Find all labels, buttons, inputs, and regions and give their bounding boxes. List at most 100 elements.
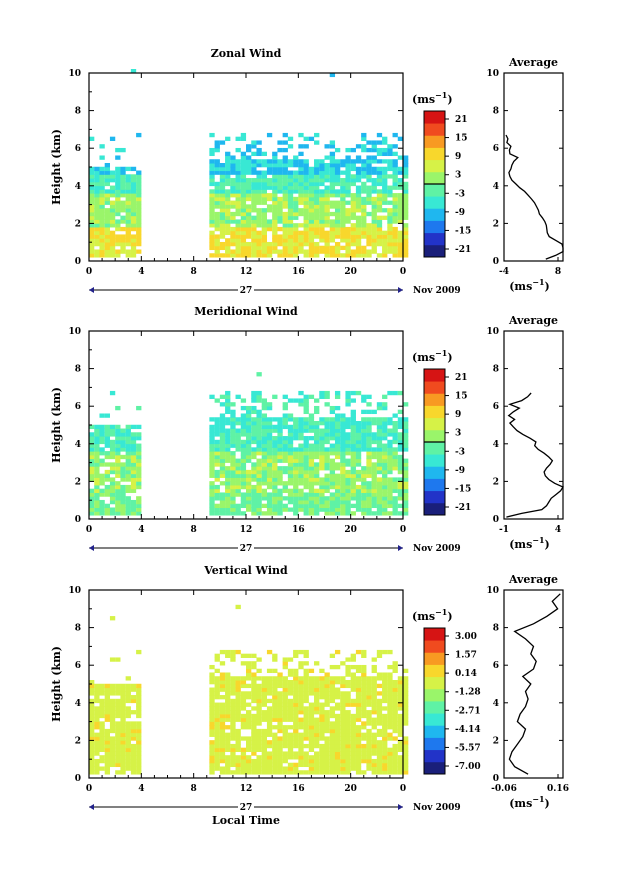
heatmap-cell [340, 743, 346, 749]
heatmap-cell [366, 695, 372, 700]
heatmap-cell [246, 488, 252, 493]
heatmap-cell [397, 219, 404, 224]
heatmap-cell [99, 428, 105, 433]
heatmap-cell [277, 758, 283, 764]
heatmap-cell [392, 484, 398, 490]
heatmap-cell [314, 473, 320, 478]
heatmap-cell [261, 762, 267, 768]
heatmap-cell [282, 215, 288, 220]
heatmap-cell [314, 241, 320, 247]
heatmap-cell [392, 766, 398, 771]
heatmap-cell [340, 766, 346, 771]
heatmap-cell [324, 728, 330, 734]
heatmap-cell [240, 770, 247, 775]
y-axis-label: Height (km) [50, 129, 63, 205]
heatmap-cell [109, 189, 116, 194]
heatmap-cell [329, 691, 336, 696]
heatmap-cell [366, 211, 372, 217]
heatmap-cell [225, 398, 231, 403]
colorbar-step [424, 628, 445, 641]
heatmap-cell [387, 698, 393, 704]
heatmap-cell [355, 451, 362, 456]
heatmap-cell [225, 755, 231, 760]
heatmap-cell [251, 469, 257, 475]
profile-x-tick-label: 0.16 [547, 784, 569, 794]
heatmap-cell [298, 488, 304, 493]
heatmap-cell [298, 223, 304, 228]
profile-y-tick-label: 2 [493, 219, 499, 229]
heatmap-cell [225, 166, 231, 172]
heatmap-cell [361, 469, 367, 475]
heatmap-cell [350, 436, 356, 441]
heatmap-cell [94, 454, 100, 460]
heatmap-cell [355, 155, 362, 160]
heatmap-cell [99, 683, 105, 689]
heatmap-cell [240, 428, 247, 433]
heatmap-cell [403, 507, 409, 512]
heatmap-cell [99, 166, 105, 172]
heatmap-cell [308, 211, 315, 217]
heatmap-cell [219, 421, 226, 426]
heatmap-cell [261, 223, 267, 228]
heatmap-cell [403, 439, 409, 445]
heatmap-cell [403, 443, 409, 448]
heatmap-cell [287, 443, 294, 448]
heatmap-cell [392, 204, 398, 209]
heatmap-cell [99, 477, 105, 482]
heatmap-cell [345, 443, 351, 448]
heatmap-cell [324, 215, 330, 220]
heatmap-cell [303, 136, 309, 141]
heatmap-cell [235, 740, 241, 745]
heatmap-cell [209, 436, 215, 441]
heatmap-cell [277, 208, 283, 213]
heatmap-cell [225, 241, 231, 247]
heatmap-cell [387, 717, 393, 722]
heatmap-cell [293, 432, 299, 437]
heatmap-cell [303, 219, 309, 224]
heatmap-cell [89, 492, 95, 497]
heatmap-cell [225, 159, 231, 164]
heatmap-cell [376, 488, 383, 493]
heatmap-cell [287, 211, 294, 217]
heatmap-cell [287, 477, 294, 482]
heatmap-cell [235, 466, 241, 471]
heatmap-cell [350, 454, 356, 460]
heatmap-cell [256, 390, 262, 396]
heatmap-cell [109, 208, 116, 213]
heatmap-cell [109, 616, 116, 621]
heatmap-cell [314, 454, 320, 460]
heatmap-cell [340, 503, 346, 509]
heatmap-cell [376, 151, 383, 157]
heatmap-cell [109, 477, 116, 482]
heatmap-cell [366, 680, 372, 685]
heatmap-cell [329, 234, 336, 239]
heatmap-cell [130, 695, 137, 700]
heatmap-cell [136, 196, 142, 202]
heatmap-cell [345, 672, 351, 677]
heatmap-cell [125, 219, 131, 224]
heatmap-cell [376, 159, 383, 164]
heatmap-cell [376, 215, 383, 220]
heatmap-cell [303, 683, 309, 689]
colorbar-unit-close: ) [447, 351, 452, 364]
heatmap-cell [115, 226, 121, 232]
heatmap-cell [219, 661, 226, 666]
heatmap-cell [214, 204, 220, 209]
heatmap-cell [282, 770, 288, 775]
heatmap-cell [240, 762, 247, 768]
heatmap-cell [371, 721, 377, 726]
heatmap-cell [94, 725, 100, 730]
heatmap-cell [324, 204, 330, 209]
heatmap-cell [89, 253, 95, 258]
colorbar-tick-label: -3 [455, 447, 465, 457]
heatmap-cell [266, 484, 273, 490]
heatmap-cell [293, 200, 299, 205]
heatmap-cell [256, 215, 262, 220]
heatmap-cell [120, 717, 126, 722]
heatmap-cell [99, 226, 105, 232]
heatmap-cell [334, 223, 341, 228]
heatmap-cell [120, 747, 126, 752]
heatmap-cell [350, 174, 356, 179]
heatmap-cell [266, 496, 273, 501]
heatmap-cell [125, 725, 131, 730]
